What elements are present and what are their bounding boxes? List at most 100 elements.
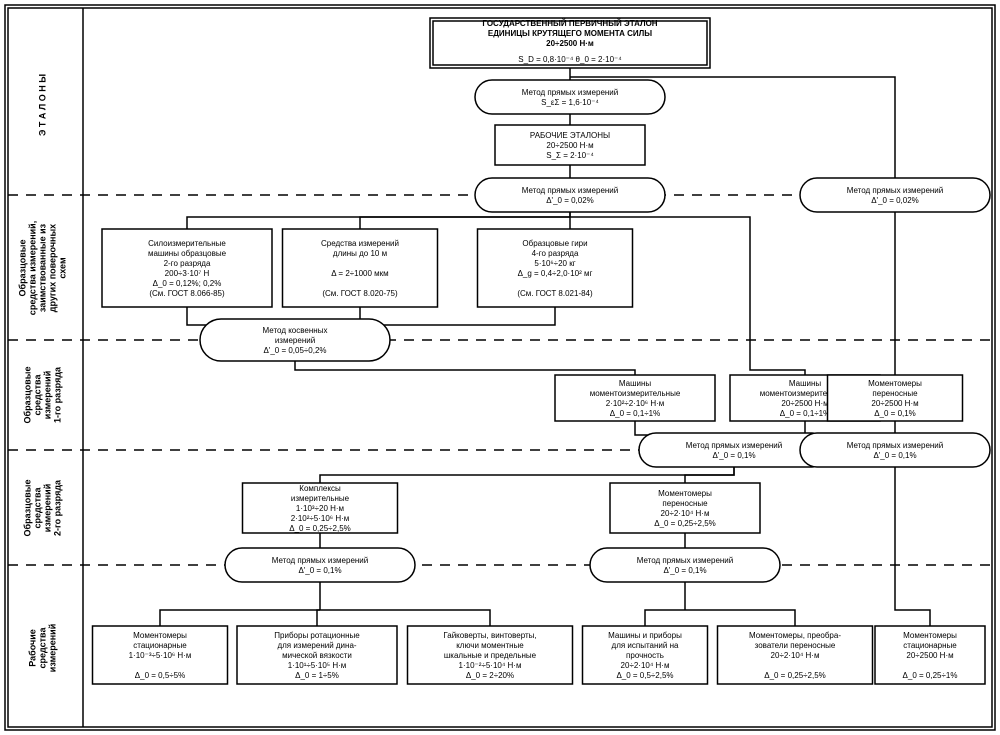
svg-text:Δ_0 = 0,12%; 0,2%: Δ_0 = 0,12%; 0,2% — [153, 279, 222, 288]
svg-text:20÷2500 Н·м: 20÷2500 Н·м — [906, 651, 953, 660]
svg-text:средства: средства — [33, 374, 43, 416]
svg-text:Силоизмерительные: Силоизмерительные — [148, 239, 226, 248]
svg-text:Метод прямых измерений: Метод прямых измерений — [522, 88, 619, 97]
svg-text:Моментомеры, преобра-: Моментомеры, преобра- — [749, 631, 841, 640]
svg-text:Δ_0 = 0,25÷1%: Δ_0 = 0,25÷1% — [903, 671, 958, 680]
svg-text:измерительные: измерительные — [291, 494, 350, 503]
svg-text:20÷2500 Н·м: 20÷2500 Н·м — [546, 39, 594, 48]
svg-text:Δ_g = 0,4÷2,0·10² мг: Δ_g = 0,4÷2,0·10² мг — [518, 269, 593, 278]
svg-text:Δ'_0 = 0,02%: Δ'_0 = 0,02% — [546, 196, 594, 205]
svg-text:Комплексы: Комплексы — [299, 484, 341, 493]
svg-text:S_D = 0,8·10⁻⁴ θ_0 = 2·10: S_D = 0,8·10⁻⁴ θ_0 = 2·10⁻⁴ — [518, 55, 622, 64]
svg-text:Моментомеры: Моментомеры — [868, 379, 922, 388]
svg-text:20÷2500 Н·м: 20÷2500 Н·м — [781, 399, 828, 408]
svg-text:Машины: Машины — [619, 379, 652, 388]
svg-text:шкальные и предельные: шкальные и предельные — [444, 651, 537, 660]
svg-text:1·10³÷20 Н·м: 1·10³÷20 Н·м — [296, 504, 344, 513]
svg-text:Образцовые: Образцовые — [23, 367, 33, 424]
svg-text:РАБОЧИЕ ЭТАЛОНЫ: РАБОЧИЕ ЭТАЛОНЫ — [530, 131, 610, 140]
svg-text:длины до 10 м: длины до 10 м — [333, 249, 387, 258]
oval-o2b — [800, 178, 990, 212]
svg-text:Метод прямых измерений: Метод прямых измерений — [686, 441, 783, 450]
svg-text:2·10²÷2·10⁶ Н·м: 2·10²÷2·10⁶ Н·м — [606, 399, 665, 408]
svg-text:заимствованные из: заимствованные из — [38, 223, 48, 312]
svg-text:Δ'_0 = 0,02%: Δ'_0 = 0,02% — [871, 196, 919, 205]
svg-text:Рабочие: Рабочие — [28, 629, 38, 667]
svg-text:Моментомеры: Моментомеры — [133, 631, 187, 640]
svg-text:ключи моментные: ключи моментные — [456, 641, 524, 650]
svg-text:машины образцовые: машины образцовые — [148, 249, 227, 258]
svg-text:(См. ГОСТ 8.021-84): (См. ГОСТ 8.021-84) — [517, 289, 593, 298]
svg-text:(См. ГОСТ 8.020-75): (См. ГОСТ 8.020-75) — [322, 289, 398, 298]
svg-text:других поверочных: других поверочных — [48, 224, 58, 312]
svg-text:измерений: измерений — [43, 484, 53, 532]
svg-text:Δ'_0 = 0,05÷0,2%: Δ'_0 = 0,05÷0,2% — [263, 346, 326, 355]
svg-text:Гайковерты, винтоверты,: Гайковерты, винтоверты, — [443, 631, 536, 640]
svg-text:Образцовые: Образцовые — [23, 480, 33, 537]
svg-text:2-го разряда: 2-го разряда — [53, 479, 63, 536]
svg-text:прочность: прочность — [626, 651, 664, 660]
svg-text:Δ_0 = 0,1%: Δ_0 = 0,1% — [874, 409, 916, 418]
svg-text:Средства измерений: Средства измерений — [321, 239, 399, 248]
svg-text:20÷2·10⁴ Н·м: 20÷2·10⁴ Н·м — [771, 651, 820, 660]
svg-text:1·10⁻²÷5·10⁴ Н·м: 1·10⁻²÷5·10⁴ Н·м — [459, 661, 522, 670]
svg-text:Метод прямых измерений: Метод прямых измерений — [847, 186, 944, 195]
svg-text:2-го разряда: 2-го разряда — [164, 259, 211, 268]
svg-text:S_Σ = 2·10⁻⁴: S_Σ = 2·10⁻⁴ — [546, 151, 594, 160]
svg-text:средства измерений,: средства измерений, — [28, 221, 38, 315]
svg-text:Образцовые: Образцовые — [18, 240, 28, 297]
svg-text:ГОСУДАРСТВЕННЫЙ ПЕРВИЧНЫЙ ЭТАЛ: ГОСУДАРСТВЕННЫЙ ПЕРВИЧНЫЙ ЭТАЛОН — [482, 19, 657, 28]
oval-o5b — [590, 548, 780, 582]
svg-text:переносные: переносные — [872, 389, 918, 398]
svg-text:средства: средства — [38, 627, 48, 669]
svg-text:Метод косвенных: Метод косвенных — [263, 326, 328, 335]
svg-text:S_εΣ = 1,6·10⁻⁴: S_εΣ = 1,6·10⁻⁴ — [541, 98, 599, 107]
svg-text:1·10⁻³÷5·10⁶ Н·м: 1·10⁻³÷5·10⁶ Н·м — [129, 651, 192, 660]
svg-text:Образцовые гири: Образцовые гири — [522, 239, 587, 248]
svg-text:Δ_0 = 1÷5%: Δ_0 = 1÷5% — [295, 671, 339, 680]
svg-text:средства: средства — [33, 487, 43, 529]
svg-text:Приборы ротационные: Приборы ротационные — [274, 631, 360, 640]
svg-text:Δ = 2÷1000 мкм: Δ = 2÷1000 мкм — [331, 269, 388, 278]
oval-o1 — [475, 80, 665, 114]
svg-text:Δ_0 = 0,5÷2,5%: Δ_0 = 0,5÷2,5% — [616, 671, 673, 680]
svg-text:измерений: измерений — [275, 336, 315, 345]
svg-text:5·10⁶÷20 кг: 5·10⁶÷20 кг — [534, 259, 575, 268]
svg-text:Машины и приборы: Машины и приборы — [608, 631, 682, 640]
svg-text:4-го разряда: 4-го разряда — [532, 249, 579, 258]
svg-text:для испытаний на: для испытаний на — [612, 641, 679, 650]
svg-text:Метод прямых измерений: Метод прямых измерений — [272, 556, 369, 565]
svg-text:измерений: измерений — [48, 624, 58, 672]
svg-text:переносные: переносные — [662, 499, 708, 508]
svg-text:Метод прямых измерений: Метод прямых измерений — [522, 186, 619, 195]
svg-text:Δ_0 = 0,25÷2,5%: Δ_0 = 0,25÷2,5% — [289, 524, 351, 533]
svg-text:Δ_0 = 0,5÷5%: Δ_0 = 0,5÷5% — [135, 671, 185, 680]
svg-text:схем: схем — [58, 257, 68, 279]
svg-text:Метод прямых измерений: Метод прямых измерений — [637, 556, 734, 565]
svg-text:1·10¹÷5·10⁵ Н·м: 1·10¹÷5·10⁵ Н·м — [288, 661, 347, 670]
svg-text:20÷2·10⁴ Н·м: 20÷2·10⁴ Н·м — [661, 509, 710, 518]
svg-text:Э Т А Л О Н Ы: Э Т А Л О Н Ы — [38, 74, 48, 136]
svg-text:2·10²÷5·10⁶ Н·м: 2·10²÷5·10⁶ Н·м — [291, 514, 350, 523]
svg-text:20÷2500 Н·м: 20÷2500 Н·м — [871, 399, 918, 408]
svg-text:мической вязкости: мической вязкости — [282, 651, 352, 660]
svg-text:(См. ГОСТ 8.066-85): (См. ГОСТ 8.066-85) — [149, 289, 225, 298]
svg-text:Δ_0 = 2÷20%: Δ_0 = 2÷20% — [466, 671, 514, 680]
svg-text:зователи переносные: зователи переносные — [755, 641, 836, 650]
oval-o2a — [475, 178, 665, 212]
svg-text:1-го разряда: 1-го разряда — [53, 366, 63, 423]
svg-text:моментоизмерительные: моментоизмерительные — [590, 389, 681, 398]
svg-text:Моментомеры: Моментомеры — [903, 631, 957, 640]
oval-o4b — [800, 433, 990, 467]
svg-text:Δ_0 = 0,25÷2,5%: Δ_0 = 0,25÷2,5% — [654, 519, 716, 528]
svg-text:Δ'_0 = 0,1%: Δ'_0 = 0,1% — [663, 566, 706, 575]
svg-text:Δ_0 = 0,1÷1%: Δ_0 = 0,1÷1% — [780, 409, 830, 418]
svg-text:20÷2·10⁴ Н·м: 20÷2·10⁴ Н·м — [621, 661, 670, 670]
svg-text:20÷2500 Н·м: 20÷2500 Н·м — [546, 141, 593, 150]
svg-text:стационарные: стационарные — [903, 641, 957, 650]
svg-text:Метод прямых измерений: Метод прямых измерений — [847, 441, 944, 450]
svg-text:стационарные: стационарные — [133, 641, 187, 650]
svg-text:ЕДИНИЦЫ КРУТЯЩЕГО МОМЕНТА СИЛЫ: ЕДИНИЦЫ КРУТЯЩЕГО МОМЕНТА СИЛЫ — [488, 29, 652, 38]
oval-o5a — [225, 548, 415, 582]
svg-text:200÷3·10⁷ Н: 200÷3·10⁷ Н — [165, 269, 210, 278]
